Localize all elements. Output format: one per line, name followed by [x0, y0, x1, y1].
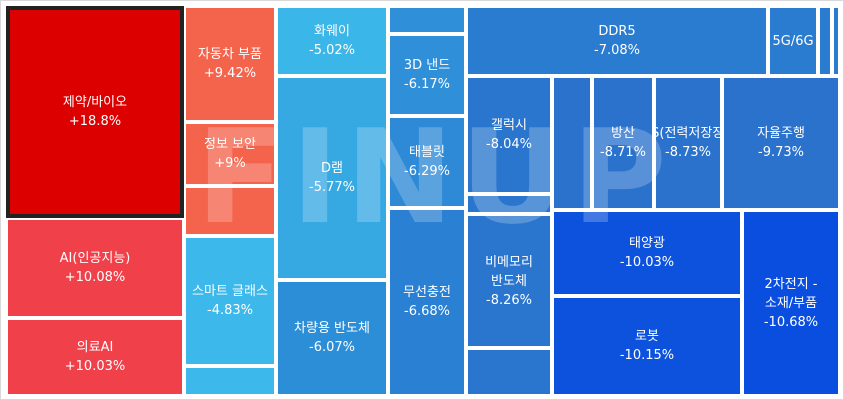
- tile-change-value: -8.04%: [486, 137, 532, 152]
- tile-change-value: -9.73%: [758, 145, 804, 160]
- treemap-tile[interactable]: 자율주행 -9.73%: [722, 76, 840, 210]
- tile-change-value: +10.08%: [64, 270, 126, 285]
- treemap-tile[interactable]: 스마트 글래스 -4.83%: [184, 236, 276, 366]
- treemap-tile[interactable]: [388, 6, 466, 34]
- tile-label: 태블릿: [409, 145, 445, 160]
- tile-label: 비메모리 반도체: [485, 254, 533, 289]
- tile-label: DDR5: [598, 24, 636, 39]
- treemap-tile[interactable]: 의료AI +10.03%: [6, 318, 184, 396]
- tile-change-value: -8.73%: [665, 145, 711, 160]
- tile-change-value: +9%: [214, 156, 246, 171]
- tile-label: 2차전지 - 소재/부품: [764, 276, 818, 311]
- tile-label: 방산: [611, 126, 635, 141]
- treemap-tile[interactable]: [466, 348, 552, 396]
- tile-label: 자율주행: [757, 126, 805, 141]
- treemap-tile[interactable]: [466, 194, 552, 214]
- tile-change-value: +18.8%: [68, 114, 122, 129]
- treemap-tile[interactable]: 로봇 -10.15%: [552, 296, 742, 396]
- treemap-tile[interactable]: [184, 186, 276, 236]
- treemap-tile[interactable]: 비메모리 반도체 -8.26%: [466, 214, 552, 348]
- tile-label: D램: [321, 161, 343, 176]
- tile-label: 화웨이: [314, 24, 350, 39]
- tile-change-value: -7.08%: [594, 43, 640, 58]
- treemap-tile[interactable]: 태양광 -10.03%: [552, 210, 742, 296]
- tile-label: 제약/바이오: [62, 95, 128, 110]
- tile-label: 자동차 부품: [198, 47, 262, 62]
- treemap-tile[interactable]: 화웨이 -5.02%: [276, 6, 388, 76]
- treemap-tile[interactable]: AI(인공지능) +10.08%: [6, 218, 184, 318]
- tile-change-value: -4.83%: [207, 303, 253, 318]
- treemap-tile[interactable]: [552, 76, 592, 210]
- tile-label: 의료AI: [76, 340, 114, 355]
- treemap-tile[interactable]: 무선충전 -6.68%: [388, 208, 466, 396]
- treemap-tile[interactable]: D램 -5.77%: [276, 76, 388, 280]
- tile-change-value: -5.77%: [309, 180, 355, 195]
- tile-label: 스마트 글래스: [192, 284, 268, 299]
- tile-change-value: -10.03%: [619, 255, 675, 270]
- tile-change-value: -8.71%: [600, 145, 646, 160]
- tile-label: 차량용 반도체: [294, 321, 370, 336]
- treemap-tile[interactable]: 정보 보안 +9%: [184, 122, 276, 186]
- tile-label: 로봇: [635, 329, 659, 344]
- tile-change-value: -6.68%: [404, 304, 450, 319]
- tile-change-value: -6.29%: [404, 164, 450, 179]
- treemap-tile[interactable]: 3D 낸드 -6.17%: [388, 34, 466, 116]
- treemap-tile[interactable]: 방산 -8.71%: [592, 76, 654, 210]
- tile-label: 정보 보안: [204, 137, 256, 152]
- tile-label: AI(인공지능): [59, 251, 131, 266]
- tile-change-value: -10.68%: [763, 314, 819, 330]
- tile-change-value: -5.02%: [309, 43, 355, 58]
- tile-label: 태양광: [629, 236, 665, 251]
- treemap-tile[interactable]: 제약/바이오 +18.8%: [6, 6, 184, 218]
- tile-label: 3D 낸드: [403, 58, 451, 73]
- tile-change-value: -8.26%: [486, 292, 532, 308]
- treemap-tile[interactable]: [818, 6, 832, 76]
- treemap-tile[interactable]: [832, 6, 840, 76]
- treemap-tile[interactable]: 2차전지 - 소재/부품 -10.68%: [742, 210, 840, 396]
- treemap-tile[interactable]: 차량용 반도체 -6.07%: [276, 280, 388, 396]
- treemap-tile[interactable]: DDR5 -7.08%: [466, 6, 768, 76]
- tile-change-value: -6.17%: [404, 77, 450, 92]
- tile-label: 5G/6G: [772, 33, 814, 49]
- treemap-tile[interactable]: 5G/6G: [768, 6, 818, 76]
- tile-change-value: -6.07%: [309, 340, 355, 355]
- treemap-tile[interactable]: [184, 366, 276, 396]
- tile-label: 무선충전: [403, 285, 451, 300]
- tile-change-value: +10.03%: [64, 359, 126, 374]
- treemap-tile[interactable]: 태블릿 -6.29%: [388, 116, 466, 208]
- tile-change-value: +9.42%: [203, 66, 257, 81]
- tile-label: ESS(전력저장장치): [656, 126, 720, 141]
- treemap-tile[interactable]: 갤럭시 -8.04%: [466, 76, 552, 194]
- tile-change-value: -10.15%: [619, 348, 675, 363]
- treemap-tile[interactable]: 자동차 부품 +9.42%: [184, 6, 276, 122]
- tile-label: 갤럭시: [491, 118, 527, 133]
- treemap-tile[interactable]: ESS(전력저장장치) -8.73%: [654, 76, 722, 210]
